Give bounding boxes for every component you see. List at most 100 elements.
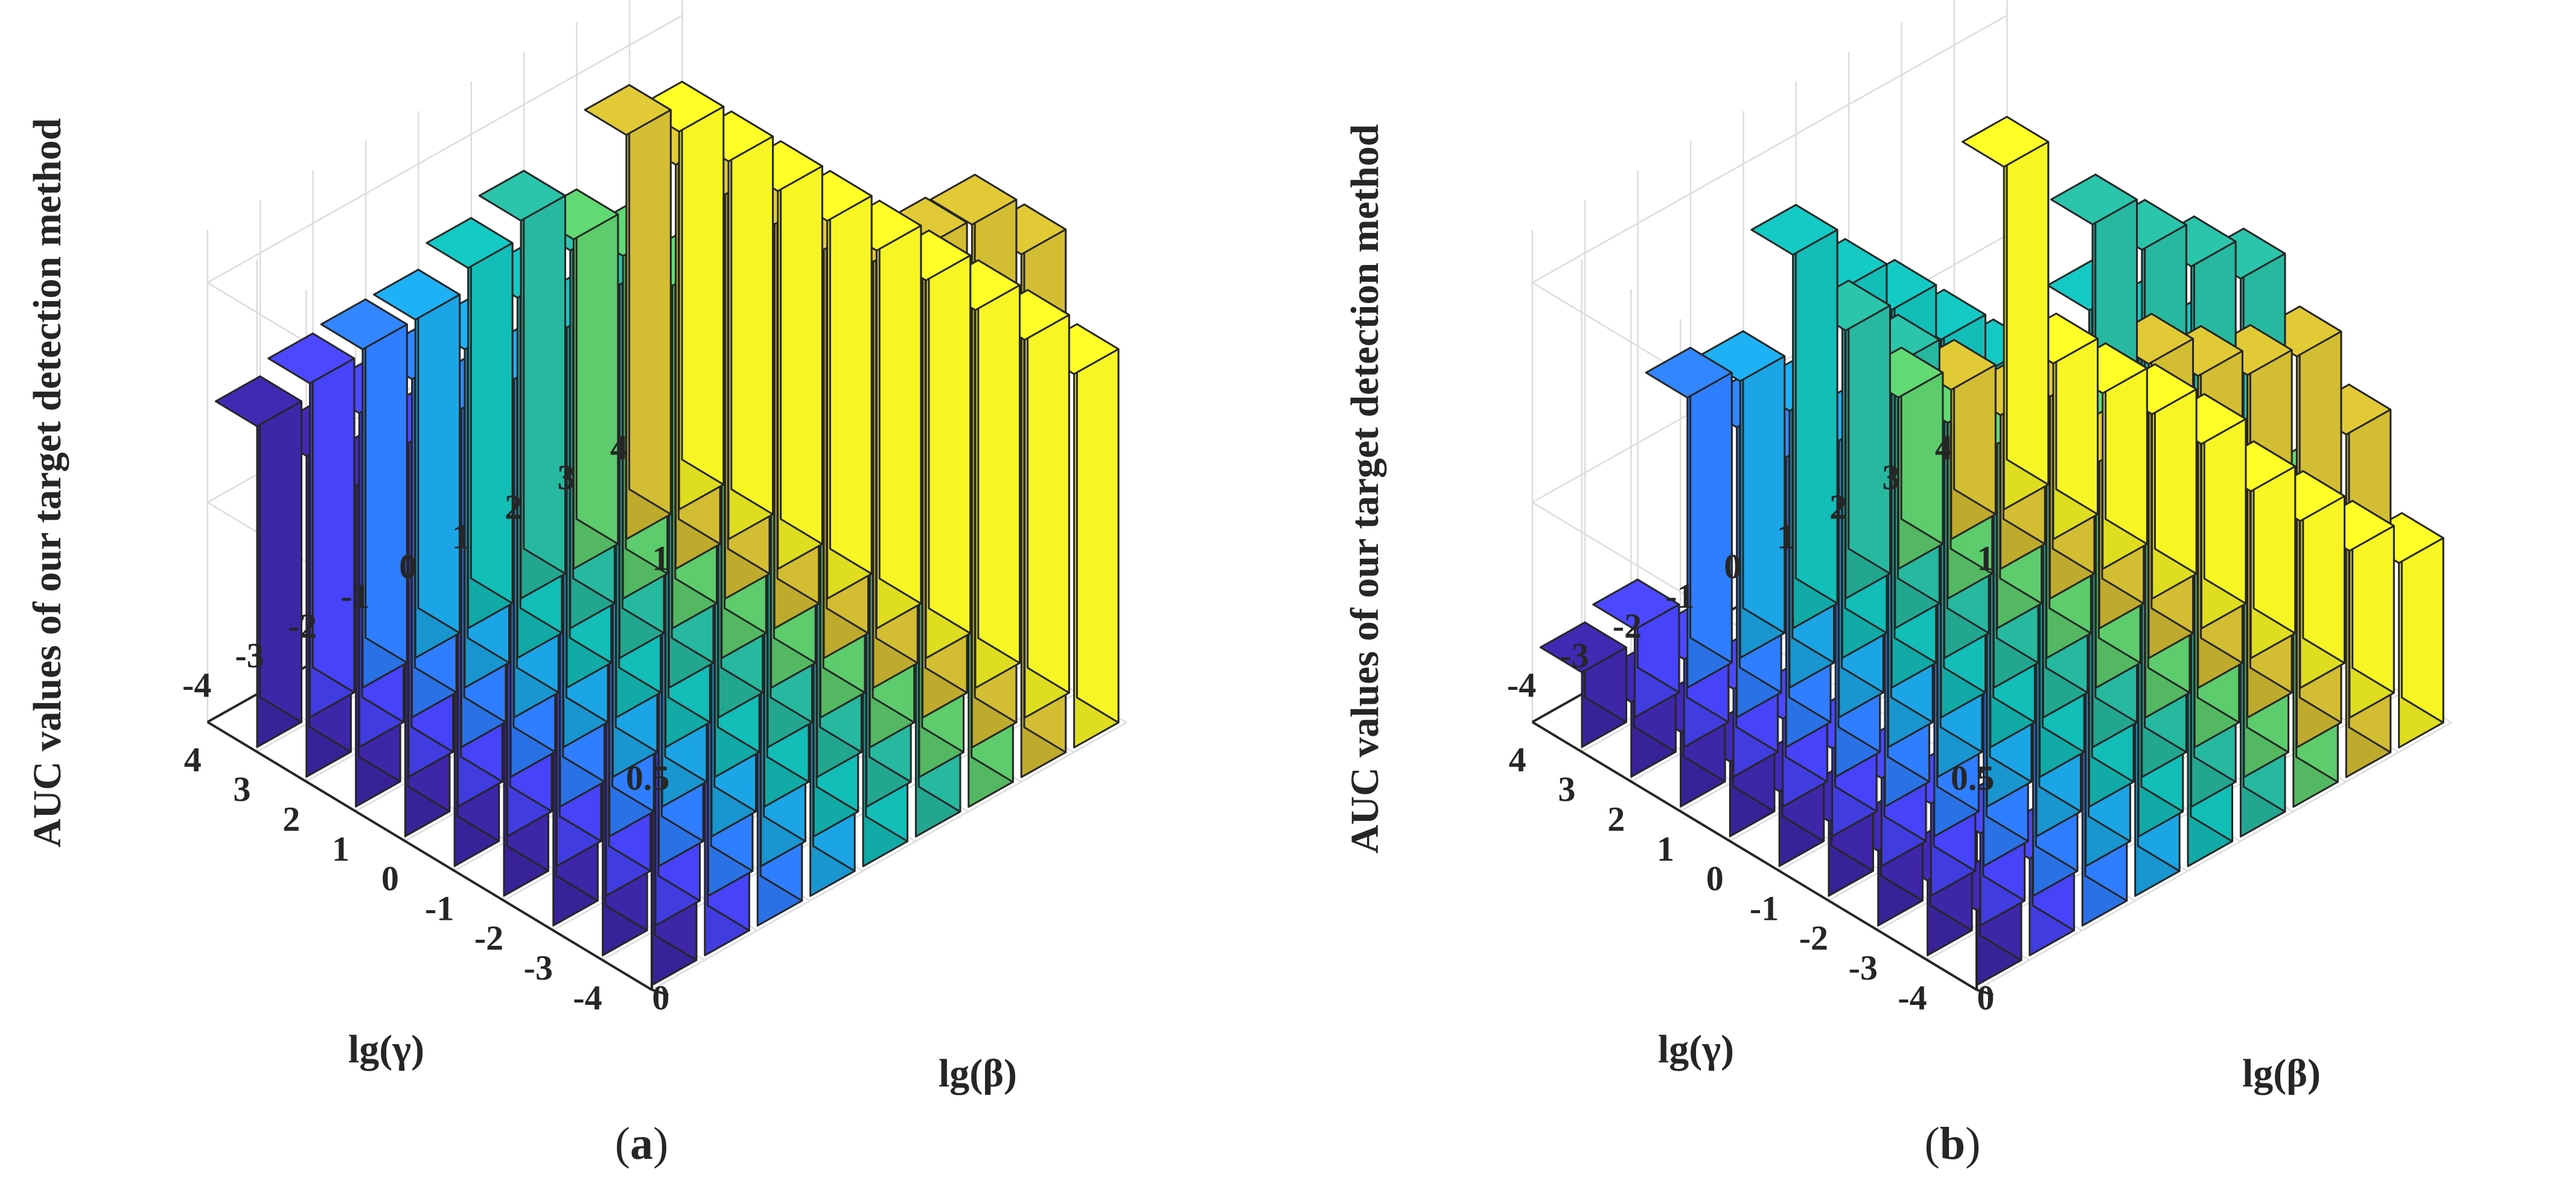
bar-face: [730, 110, 774, 515]
bar: [2257, 470, 2345, 689]
bar-top: [1962, 116, 2050, 168]
x-tick-label: 1: [332, 829, 349, 869]
x-tick-label: 0: [1706, 859, 1724, 898]
panel-b-caption: (b): [1925, 1118, 1981, 1169]
y-tick-label: 0: [1724, 547, 1741, 586]
x-tick-label: -4: [573, 978, 602, 1017]
z-tick-label: 0.5: [626, 758, 670, 797]
y-tick-label: -4: [1507, 666, 1536, 705]
bar: [2159, 393, 2247, 630]
panel-a-caption: (a): [615, 1118, 669, 1169]
bar: [1750, 203, 1838, 630]
panel-a-caption-open: (: [615, 1118, 630, 1169]
bar: [584, 84, 672, 540]
bar-face: [977, 259, 1021, 665]
floor-gridline: [1976, 722, 2452, 991]
bar-top: [2050, 173, 2138, 226]
y-tick-label: 1: [1777, 517, 1794, 556]
bar-top: [373, 269, 461, 321]
bar-face: [470, 217, 514, 605]
panel-a-y-axis-label: lg(β): [939, 1051, 1017, 1095]
bar-top: [478, 170, 566, 222]
panel-a-x-axis-label: lg(γ): [348, 1027, 424, 1071]
bar-top: [1592, 578, 1680, 631]
bar: [884, 229, 972, 660]
x-tick-label: -3: [524, 948, 553, 987]
bar-face: [311, 333, 355, 693]
bar-face: [259, 375, 302, 723]
bar-top: [1645, 346, 1733, 399]
bar: [1698, 330, 1786, 659]
x-tick-label: 1: [1657, 829, 1674, 869]
panel-b-y-axis-label: lg(β): [2242, 1051, 2321, 1095]
bar-face: [1794, 203, 1838, 605]
bar-top: [320, 298, 408, 351]
panel-b-z-axis-label: AUC values of our target detection metho…: [1343, 124, 1387, 854]
panel-b-caption-letter: b: [1940, 1118, 1965, 1169]
bar-top: [214, 375, 302, 427]
x-tick-label: 4: [184, 740, 202, 779]
y-tick-label: 4: [610, 428, 628, 467]
bar-face: [1689, 346, 1733, 664]
bar-top: [1539, 621, 1627, 674]
bar-face: [681, 80, 725, 486]
bar: [2010, 313, 2099, 540]
bar-top: [426, 217, 514, 269]
y-tick-label: -3: [1560, 636, 1589, 675]
x-tick-label: -2: [1799, 919, 1828, 958]
x-tick-label: -1: [425, 888, 454, 928]
bar: [1592, 578, 1680, 718]
bar: [2060, 342, 2148, 570]
y-tick-label: -1: [1665, 576, 1694, 616]
bar-face: [780, 140, 823, 545]
bar-face: [928, 229, 972, 634]
x-tick-label: 0: [381, 859, 399, 898]
y-tick-label: 0: [399, 547, 416, 586]
y-tick-label: -1: [340, 576, 369, 616]
x-axis-line: [1531, 721, 1978, 991]
x-tick-label: -2: [474, 919, 503, 958]
bar: [686, 110, 774, 540]
x-tick-label: 3: [1558, 770, 1575, 809]
x-tick-label: -3: [1849, 948, 1878, 987]
x-tick-label: -4: [1898, 978, 1927, 1017]
bar: [982, 288, 1070, 719]
bar-top: [267, 333, 355, 384]
x-tick-label: 2: [282, 800, 300, 839]
x-axis-line: [206, 721, 653, 991]
y-tick-label: 3: [558, 457, 575, 497]
bar: [214, 375, 302, 748]
bar-face: [1027, 288, 1070, 694]
bar-face: [523, 170, 566, 575]
panel-b-bars: [1539, 116, 2444, 986]
bar: [531, 188, 619, 570]
x-tick-label: -1: [1750, 888, 1779, 928]
z-tick-label: 1: [652, 538, 669, 578]
bar-face: [575, 188, 619, 545]
y-tick-label: 4: [1935, 428, 1953, 467]
panel-a-bars: [214, 80, 1120, 986]
bar: [267, 333, 355, 718]
x-tick-label: 4: [1509, 740, 1526, 779]
bar: [478, 170, 566, 600]
y-tick-label: -2: [288, 606, 317, 645]
y-tick-label: 3: [1882, 457, 1899, 497]
floor-gridline: [651, 722, 1127, 991]
panel-b-caption-close: ): [1965, 1118, 1980, 1169]
bar: [1539, 621, 1627, 748]
bar-top: [584, 84, 672, 136]
panel-a-z-axis-label: AUC values of our target detection metho…: [25, 118, 69, 848]
bar: [320, 298, 408, 689]
bar-top: [1750, 203, 1838, 256]
bar-face: [1076, 323, 1120, 724]
y-tick-label: 2: [505, 488, 522, 527]
bar: [2109, 363, 2198, 600]
y-tick-label: 1: [452, 517, 470, 556]
panel-b-caption-open: (: [1925, 1118, 1940, 1169]
back-wall-gridline: [1532, 14, 2008, 284]
x-tick-label: 3: [233, 770, 250, 809]
